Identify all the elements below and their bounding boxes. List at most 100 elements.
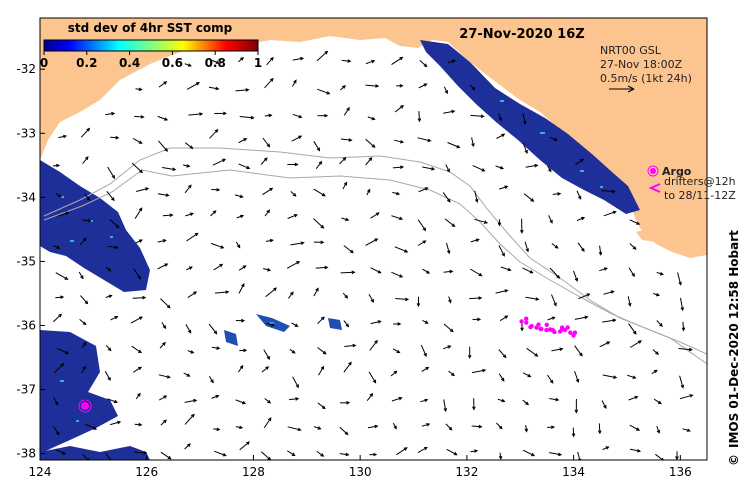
current-vector-head	[292, 193, 297, 197]
current-vector	[339, 426, 349, 435]
argo-legend-line3: to 28/11-12Z	[664, 189, 736, 202]
current-vector-head	[55, 431, 60, 436]
current-vector-head	[58, 313, 62, 318]
current-vector	[498, 113, 502, 121]
current-vector-head	[456, 144, 461, 149]
current-vector-head	[368, 156, 373, 161]
current-vector-head	[186, 373, 191, 377]
current-vector-head	[447, 345, 452, 349]
current-vector	[157, 193, 169, 196]
current-vector-head	[451, 109, 456, 114]
current-vector	[53, 396, 59, 405]
current-vector	[292, 57, 304, 61]
current-vector-head	[162, 239, 167, 243]
current-vector-head	[216, 427, 221, 432]
current-vector-head	[634, 395, 639, 400]
current-vector-head	[114, 316, 119, 320]
current-vector	[291, 135, 302, 142]
current-vector-head	[138, 349, 143, 354]
current-vector-head	[215, 394, 220, 399]
current-vector-head	[107, 347, 112, 352]
bathymetry-contour-2	[43, 169, 707, 365]
current-vector-head	[107, 377, 111, 381]
current-vector	[677, 272, 682, 285]
current-vector	[682, 428, 691, 432]
current-vector	[551, 294, 557, 306]
current-vector-head	[370, 298, 374, 303]
current-vector-head	[446, 250, 451, 255]
current-vector	[317, 347, 327, 355]
current-vector-head	[498, 425, 503, 430]
current-vector-head	[422, 227, 427, 232]
current-vector	[262, 187, 273, 196]
current-vector-head	[265, 366, 270, 370]
colorbar-gradient	[43, 39, 259, 52]
current-vector-head	[268, 113, 273, 118]
current-vector-head	[371, 59, 376, 64]
current-legend-line1: NRT00 GSL	[600, 44, 662, 57]
current-vector-head	[187, 329, 192, 334]
argo-drifter-point	[544, 327, 549, 333]
current-vector-head	[215, 86, 220, 91]
current-vector-head	[423, 352, 427, 358]
current-vector	[653, 398, 662, 405]
current-vector	[628, 323, 637, 335]
current-vector-head	[324, 113, 329, 118]
current-vector	[316, 51, 328, 62]
current-vector-head	[636, 221, 641, 225]
current-vector-head	[632, 375, 637, 379]
current-vector-head	[423, 63, 428, 68]
current-vector-head	[446, 168, 450, 173]
colorbar-tick-label: 0.2	[76, 56, 97, 70]
current-vector	[266, 57, 274, 66]
current-vector	[184, 399, 197, 403]
current-vector	[292, 113, 302, 118]
x-tick-label: 124	[29, 465, 52, 479]
current-vector-head	[347, 59, 352, 63]
current-vector	[547, 316, 555, 321]
sst-patch-west	[40, 160, 150, 292]
current-vector-head	[551, 316, 556, 320]
argo-drifter-point	[529, 323, 534, 329]
current-vector-head	[399, 274, 404, 278]
current-vector-head	[424, 398, 429, 403]
current-vector	[291, 322, 298, 327]
current-vector	[578, 293, 590, 300]
current-vector-head	[172, 167, 177, 171]
current-vector	[159, 342, 166, 349]
argo-float-marker	[78, 399, 92, 413]
current-vector	[340, 138, 352, 141]
current-vector	[263, 417, 272, 429]
current-vector	[574, 345, 583, 356]
current-vector	[238, 283, 245, 294]
current-vector-head	[84, 156, 89, 161]
x-tick-label: 126	[135, 465, 158, 479]
current-vector	[104, 370, 111, 381]
current-vector-head	[524, 428, 529, 433]
current-vector-head	[193, 291, 198, 295]
current-vector	[548, 215, 553, 224]
current-vector-head	[446, 198, 451, 203]
current-vector	[105, 453, 112, 460]
current-vector-head	[424, 187, 429, 191]
plot-frame	[39, 17, 708, 461]
current-vector-head	[422, 240, 427, 244]
current-vector	[343, 362, 352, 373]
current-vector	[446, 448, 457, 456]
current-vector	[340, 271, 355, 274]
current-vector	[525, 164, 538, 168]
current-vector-head	[535, 297, 540, 301]
current-vector	[470, 114, 484, 117]
current-vector	[522, 399, 529, 405]
current-vector-head	[267, 417, 272, 422]
current-vector	[264, 78, 274, 89]
current-vector-head	[293, 79, 297, 84]
argo-legend-label: Argo	[662, 165, 692, 178]
current-vector-head	[349, 249, 354, 254]
current-vector-head	[56, 163, 61, 168]
current-vector-head	[343, 181, 348, 186]
current-vector-head	[186, 164, 191, 168]
current-vector-head	[375, 84, 380, 88]
current-vector-head	[138, 207, 143, 212]
current-vector-head	[320, 224, 325, 229]
